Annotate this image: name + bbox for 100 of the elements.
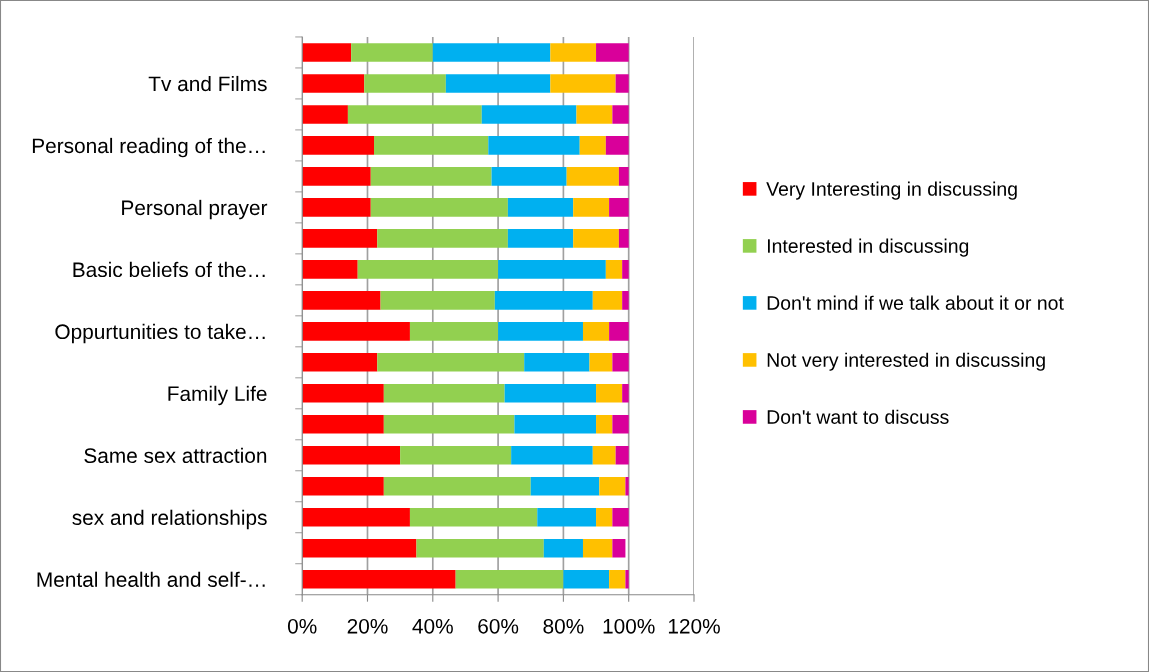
y-tick-label: Tv and Films xyxy=(148,75,267,92)
bar xyxy=(383,384,505,403)
bar xyxy=(605,260,623,279)
bar xyxy=(302,43,352,62)
bar xyxy=(302,105,348,124)
legend-label: Very Interesting in discussing xyxy=(766,181,1017,200)
bar xyxy=(416,538,544,558)
bar xyxy=(302,415,384,434)
x-tick-label: 120% xyxy=(668,618,720,634)
bar xyxy=(605,136,629,155)
bar xyxy=(488,136,580,155)
bar xyxy=(550,74,616,93)
bar xyxy=(347,105,482,124)
bar xyxy=(494,291,593,310)
bar xyxy=(370,198,508,217)
bar xyxy=(576,105,613,124)
x-tick-label: 80% xyxy=(543,618,584,634)
bar xyxy=(622,291,629,310)
bar xyxy=(550,43,597,62)
bar xyxy=(383,476,531,496)
bar xyxy=(530,476,600,496)
bar xyxy=(374,136,489,155)
bar xyxy=(537,507,597,527)
bar xyxy=(582,322,610,341)
bar xyxy=(302,476,384,496)
bar xyxy=(400,445,512,465)
bar xyxy=(302,538,417,558)
bar xyxy=(377,353,525,372)
bar xyxy=(592,291,623,310)
bar xyxy=(507,229,574,248)
bar xyxy=(455,569,564,589)
bar xyxy=(615,445,629,465)
bar xyxy=(612,353,629,372)
bar xyxy=(612,105,629,124)
bar xyxy=(615,74,629,93)
bar xyxy=(618,229,629,248)
bar xyxy=(582,538,613,558)
bar xyxy=(596,507,613,527)
bar xyxy=(622,384,629,403)
legend-label: Don't want to discuss xyxy=(767,409,949,424)
bar xyxy=(364,74,446,93)
x-tick-label: 60% xyxy=(478,618,519,634)
bar xyxy=(543,538,583,558)
bar xyxy=(377,229,508,248)
x-tick-label: 40% xyxy=(412,618,453,634)
y-tick-label: Oppurtunities to take… xyxy=(55,323,265,344)
bar xyxy=(302,353,378,372)
y-tick-label: Mental health and self-… xyxy=(37,571,265,587)
bar xyxy=(612,507,629,527)
bar xyxy=(524,353,590,372)
bar xyxy=(491,167,567,186)
y-tick-label: Personal reading of the… xyxy=(32,137,265,158)
bar xyxy=(302,384,384,403)
bar xyxy=(481,105,577,124)
legend-label: Not very interested in discussing xyxy=(767,352,1045,371)
bar xyxy=(625,569,629,589)
bar xyxy=(504,384,597,403)
legend-label: Interested in discussing xyxy=(767,238,969,257)
bar xyxy=(612,415,629,434)
bar xyxy=(302,445,401,465)
bar xyxy=(622,260,629,279)
bar xyxy=(596,43,629,62)
bar xyxy=(612,538,626,558)
y-tick-label: Basic beliefs of the… xyxy=(73,261,265,278)
bar xyxy=(302,569,456,589)
bar xyxy=(596,384,623,403)
bar xyxy=(302,167,371,186)
bar xyxy=(618,167,629,186)
y-tick-label: Same sex attraction xyxy=(84,447,267,464)
bar xyxy=(599,476,626,496)
bar xyxy=(609,198,629,217)
bar xyxy=(351,43,433,62)
y-tick-label: sex and relationships xyxy=(72,509,267,530)
bar xyxy=(596,415,613,434)
legend-label: Don't mind if we talk about it or not xyxy=(767,295,1064,310)
bar xyxy=(302,507,410,527)
bar xyxy=(302,198,371,217)
y-tick-label: Personal prayer xyxy=(122,199,268,220)
bar xyxy=(302,291,381,310)
bar xyxy=(357,260,499,279)
bar xyxy=(589,353,613,372)
bar xyxy=(302,229,378,248)
bar xyxy=(573,229,619,248)
y-tick-label: Family Life xyxy=(168,385,267,406)
bar xyxy=(302,260,358,279)
bar xyxy=(625,476,629,496)
bar xyxy=(498,322,583,341)
bar xyxy=(511,445,593,465)
bar xyxy=(579,136,606,155)
bar xyxy=(370,167,492,186)
bar xyxy=(432,43,551,62)
x-tick-label: 0% xyxy=(287,618,317,634)
bar xyxy=(498,260,606,279)
bar xyxy=(445,74,551,93)
bar xyxy=(609,569,626,589)
bar xyxy=(563,569,610,589)
bar xyxy=(609,322,629,341)
bar xyxy=(380,291,495,310)
bar xyxy=(409,507,538,527)
bar xyxy=(409,322,499,341)
